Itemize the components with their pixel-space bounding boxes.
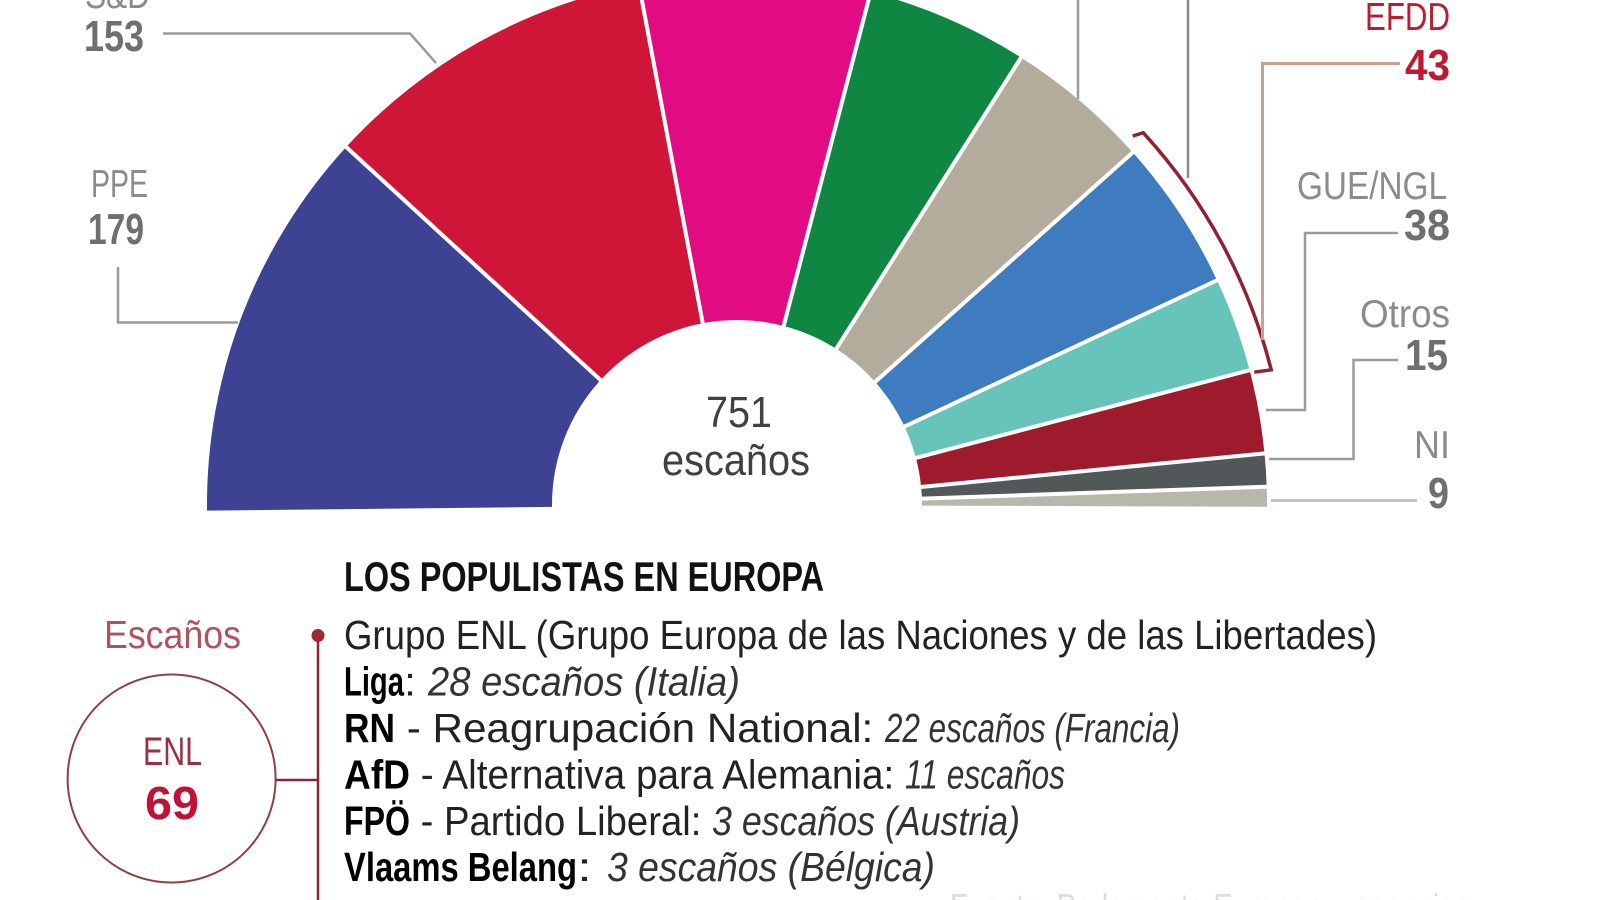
svg-text:9: 9 (1428, 469, 1449, 518)
svg-text:RN - Reagrupación National: 2: RN - Reagrupación National: 22 escaños (… (344, 705, 1180, 751)
svg-text:FPÖ - Partido Liberal: 3 escañ: FPÖ - Partido Liberal: 3 escaños (Austri… (344, 798, 1020, 844)
svg-text:PPE: PPE (91, 163, 148, 206)
svg-text:38: 38 (1404, 201, 1450, 250)
svg-text:Fuente: Parlamento Europeo y a: Fuente: Parlamento Europeo y agencias (950, 886, 1470, 900)
svg-text:Escaños: Escaños (104, 614, 241, 657)
svg-text:15: 15 (1405, 331, 1448, 380)
svg-text:EFDD: EFDD (1365, 0, 1450, 39)
svg-text:43: 43 (1405, 41, 1450, 90)
svg-text:751: 751 (706, 388, 772, 437)
svg-text:ENL: ENL (143, 730, 202, 774)
svg-text:Liga: 28 escaños (Italia): Liga: 28 escaños (Italia) (344, 659, 740, 705)
svg-text:S&D: S&D (85, 0, 150, 17)
svg-text:Grupo ENL (Grupo Europa de las: Grupo ENL (Grupo Europa de las Naciones … (344, 612, 1377, 658)
svg-text:NI: NI (1414, 424, 1450, 467)
svg-text:179: 179 (88, 205, 144, 254)
svg-text:LOS POPULISTAS EN EUROPA: LOS POPULISTAS EN EUROPA (344, 553, 824, 600)
svg-text:69: 69 (145, 777, 199, 829)
svg-text:escaños: escaños (662, 436, 810, 485)
svg-text:Vlaams Belang: 3 escaños (Bélg: Vlaams Belang: 3 escaños (Bélgica) (344, 844, 935, 890)
svg-text:153: 153 (84, 12, 144, 61)
svg-text:Otros: Otros (1360, 293, 1450, 336)
svg-text:GUE/NGL: GUE/NGL (1297, 165, 1447, 208)
svg-text:AfD - Alternativa para Alemani: AfD - Alternativa para Alemania: 11 esca… (344, 751, 1065, 797)
